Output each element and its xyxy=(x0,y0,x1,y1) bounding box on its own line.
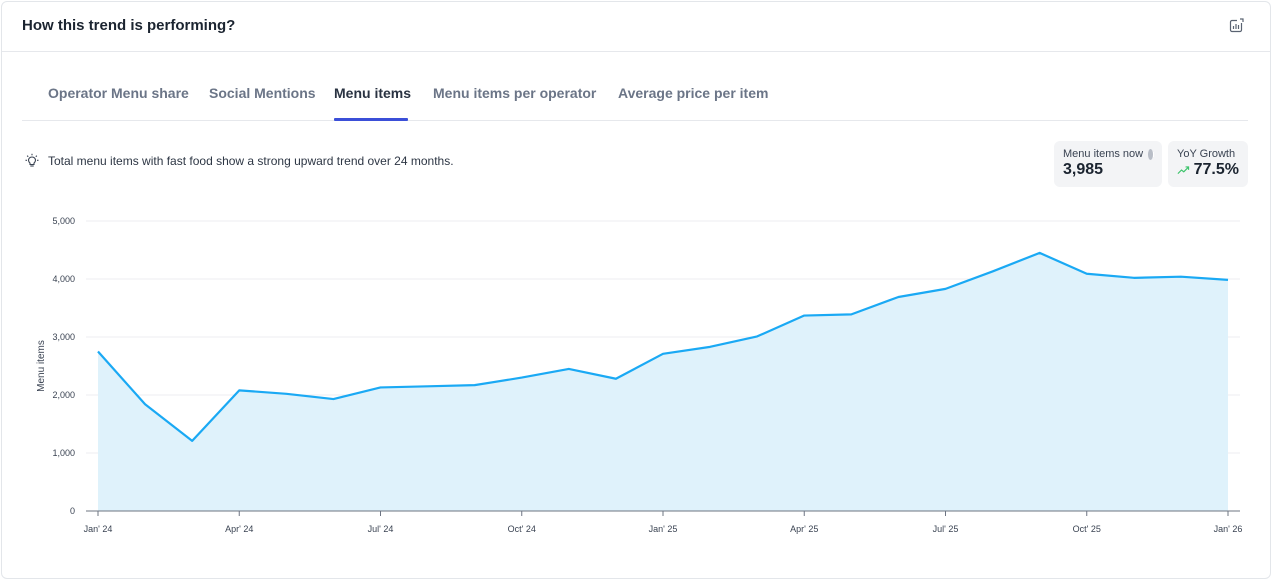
series-line xyxy=(97,251,1229,442)
info-icon[interactable] xyxy=(1148,148,1154,160)
tab-menu-items-per-operator[interactable]: Menu items per operator xyxy=(433,85,597,101)
series-area xyxy=(98,252,1228,511)
tab-operator-menu-share[interactable]: Operator Menu share xyxy=(48,85,189,101)
kpi-menu-items-now: Menu items now 3,985 xyxy=(1054,141,1162,187)
kpi-now-label: Menu items now xyxy=(1063,148,1144,160)
kpi-growth-value: 77.5% xyxy=(1193,161,1239,178)
metric-tabs: Operator Menu share Social Mentions Menu… xyxy=(22,68,1248,121)
kpi-growth-row: 77.5% xyxy=(1177,161,1239,179)
tab-average-price-per-item[interactable]: Average price per item xyxy=(618,85,769,101)
y-axis-title: Menu items xyxy=(36,340,47,392)
y-tick-label: 1,000 xyxy=(52,448,75,458)
x-tick-label: Jan' 24 xyxy=(84,524,113,534)
y-tick-label: 2,000 xyxy=(52,390,75,400)
x-tick-label: Oct' 24 xyxy=(508,524,536,534)
kpi-yoy-growth: YoY Growth 77.5% xyxy=(1168,141,1248,187)
x-tick-label: Jul' 24 xyxy=(368,524,394,534)
x-tick-label: Jan' 26 xyxy=(1214,524,1243,534)
y-tick-label: 5,000 xyxy=(52,216,75,226)
y-tick-label: 0 xyxy=(70,506,75,516)
lightbulb-icon xyxy=(25,153,39,167)
active-tab-indicator xyxy=(334,118,408,121)
y-tick-label: 3,000 xyxy=(52,332,75,342)
x-tick-label: Jul' 25 xyxy=(933,524,959,534)
insight-row: Total menu items with fast food show a s… xyxy=(24,153,454,169)
card-header: How this trend is performing? xyxy=(2,2,1270,52)
kpi-now-value: 3,985 xyxy=(1063,161,1104,178)
chart-export-icon[interactable] xyxy=(1228,18,1244,34)
insight-text: Total menu items with fast food show a s… xyxy=(48,154,454,168)
kpi-growth-label: YoY Growth xyxy=(1177,148,1236,160)
trend-up-icon xyxy=(1177,166,1190,175)
x-tick-label: Oct' 25 xyxy=(1073,524,1101,534)
x-tick-label: Jan' 25 xyxy=(649,524,678,534)
card-title: How this trend is performing? xyxy=(22,17,236,34)
kpi-label: Menu items now xyxy=(1063,148,1154,160)
tab-menu-items[interactable]: Menu items xyxy=(334,85,412,101)
y-tick-label: 4,000 xyxy=(52,274,75,284)
tab-social-mentions[interactable]: Social Mentions xyxy=(209,85,316,101)
menu-items-area-chart: 0 1,000 2,000 3,000 4,000 5,000 Menu items Jan'… xyxy=(36,216,1243,534)
x-tick-label: Apr' 25 xyxy=(790,524,818,534)
x-tick-label: Apr' 24 xyxy=(225,524,253,534)
